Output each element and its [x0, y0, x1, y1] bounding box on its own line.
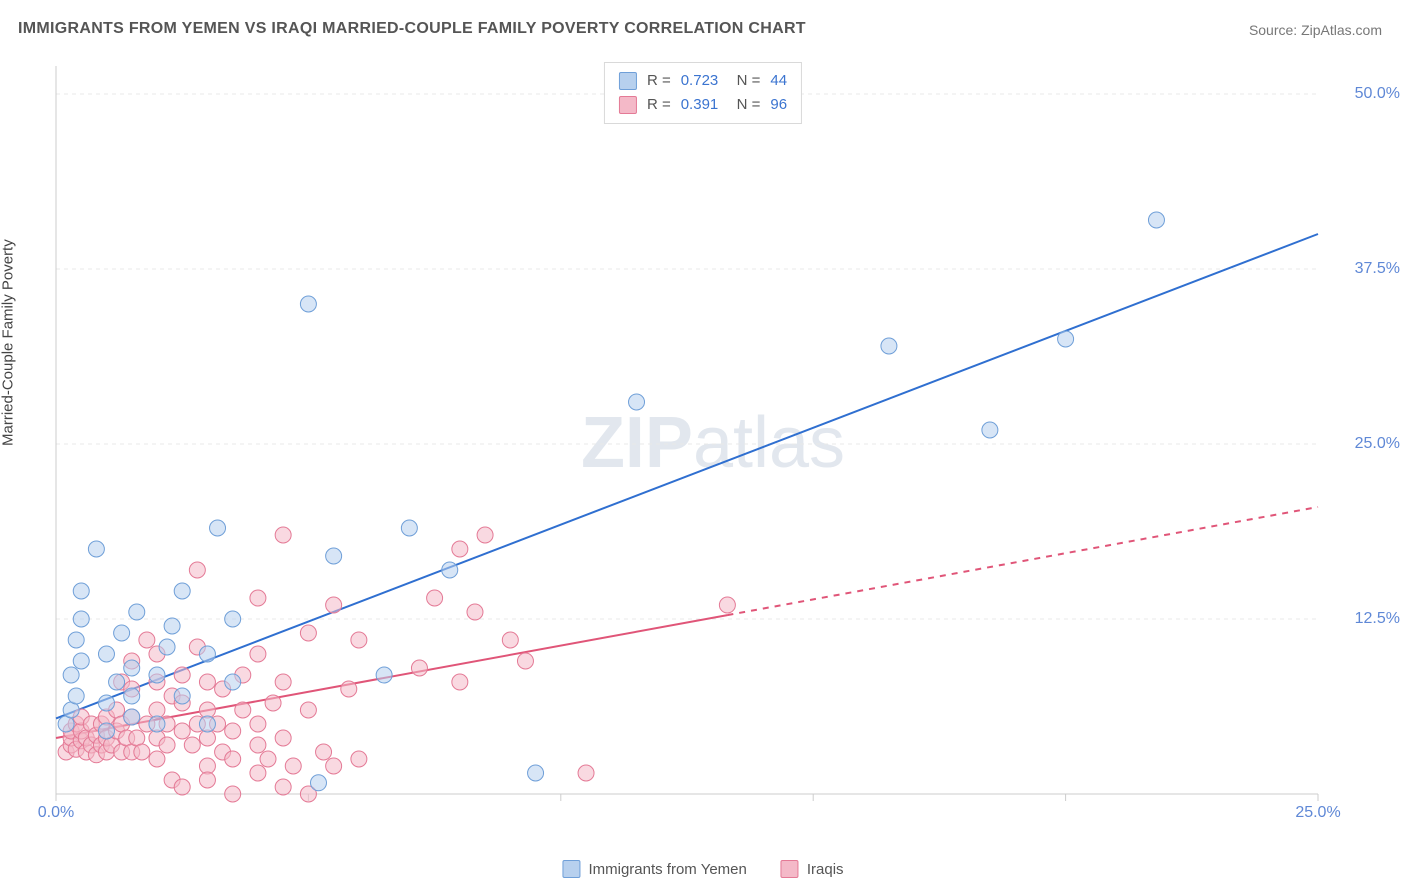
- legend-label: Immigrants from Yemen: [588, 861, 746, 878]
- y-tick-label: 12.5%: [1355, 610, 1400, 628]
- legend-stats-row: R = 0.391 N = 96: [619, 93, 787, 117]
- legend-swatch-icon: [619, 96, 637, 114]
- y-tick-label: 37.5%: [1355, 260, 1400, 278]
- stat-label: N =: [728, 69, 760, 93]
- stat-label: R =: [647, 93, 671, 117]
- legend-stats: R = 0.723 N = 44 R = 0.391 N = 96: [604, 62, 802, 124]
- legend-item: Iraqis: [781, 860, 844, 878]
- legend-label: Iraqis: [807, 861, 844, 878]
- stat-n: 96: [770, 93, 787, 117]
- y-tick-label: 50.0%: [1355, 85, 1400, 103]
- stat-label: R =: [647, 69, 671, 93]
- stat-label: N =: [728, 93, 760, 117]
- source-prefix: Source:: [1249, 22, 1301, 38]
- legend-item: Immigrants from Yemen: [562, 860, 746, 878]
- stat-r: 0.391: [681, 93, 719, 117]
- y-tick-label: 25.0%: [1355, 435, 1400, 453]
- legend-swatch-icon: [781, 860, 799, 878]
- legend-bottom: Immigrants from Yemen Iraqis: [562, 860, 843, 878]
- chart-title: IMMIGRANTS FROM YEMEN VS IRAQI MARRIED-C…: [18, 20, 806, 38]
- legend-swatch-icon: [619, 72, 637, 90]
- source-name: ZipAtlas.com: [1301, 22, 1382, 38]
- x-tick-label: 25.0%: [1295, 804, 1340, 822]
- legend-stats-row: R = 0.723 N = 44: [619, 69, 787, 93]
- source-attribution: Source: ZipAtlas.com: [1249, 22, 1382, 38]
- plot-area: ZIPatlas: [48, 58, 1378, 828]
- y-axis-label: Married-Couple Family Poverty: [0, 239, 17, 446]
- chart-svg: [48, 58, 1378, 828]
- stat-n: 44: [770, 69, 787, 93]
- x-tick-label: 0.0%: [38, 804, 74, 822]
- legend-swatch-icon: [562, 860, 580, 878]
- stat-r: 0.723: [681, 69, 719, 93]
